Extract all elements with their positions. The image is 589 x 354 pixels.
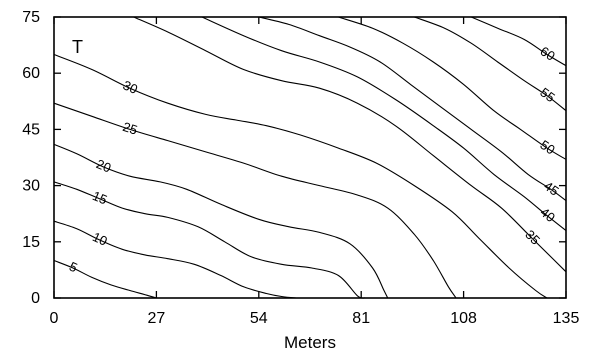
y-tick-label: 15 — [22, 234, 40, 251]
x-tick-label: 135 — [553, 310, 580, 327]
x-tick-label: 0 — [50, 310, 59, 327]
corner-letter: T — [72, 37, 83, 57]
x-axis-title: Meters — [284, 333, 336, 352]
x-tick-label: 54 — [250, 310, 268, 327]
contour-line-50 — [338, 16, 567, 160]
contour-label-55: 55 — [537, 85, 558, 106]
contour-line-30 — [53, 53, 548, 299]
y-tick-label: 30 — [22, 178, 40, 195]
contour-label-60: 60 — [537, 43, 557, 63]
contour-line-35 — [133, 16, 567, 273]
contour-label-45: 45 — [541, 178, 561, 199]
contour-line-60 — [470, 16, 567, 67]
contour-label-5: 5 — [67, 259, 80, 276]
y-tick-label: 60 — [22, 65, 40, 82]
y-tick-label: 75 — [22, 9, 40, 26]
x-tick-label: 108 — [450, 310, 477, 327]
x-tick-label: 81 — [352, 310, 370, 327]
y-axis: 0 15 30 45 60 75 — [22, 9, 566, 307]
contour-label-10: 10 — [90, 229, 109, 249]
y-tick-label: 45 — [22, 121, 40, 138]
contour-line-25 — [53, 102, 457, 299]
contour-line-40 — [201, 16, 567, 232]
contour-label-25: 25 — [121, 119, 139, 138]
contour-line-45 — [258, 16, 567, 202]
x-axis: 0 27 54 81 108 135 — [50, 17, 580, 327]
plot-frame — [53, 16, 567, 299]
y-tick-label: 0 — [31, 290, 40, 307]
contour-label-15: 15 — [90, 188, 109, 207]
x-tick-label: 27 — [148, 310, 166, 327]
contour-line-55 — [414, 16, 567, 112]
contour-label-35: 35 — [522, 227, 543, 248]
contour-line-10 — [53, 220, 297, 299]
contour-line-15 — [53, 181, 366, 299]
contour-label-20: 20 — [94, 156, 113, 175]
contour-label-50: 50 — [537, 137, 557, 157]
contour-line-20 — [53, 143, 389, 299]
contour-label-30: 30 — [121, 77, 140, 97]
contour-line-5 — [53, 259, 157, 299]
contour-lines-group — [53, 16, 567, 299]
